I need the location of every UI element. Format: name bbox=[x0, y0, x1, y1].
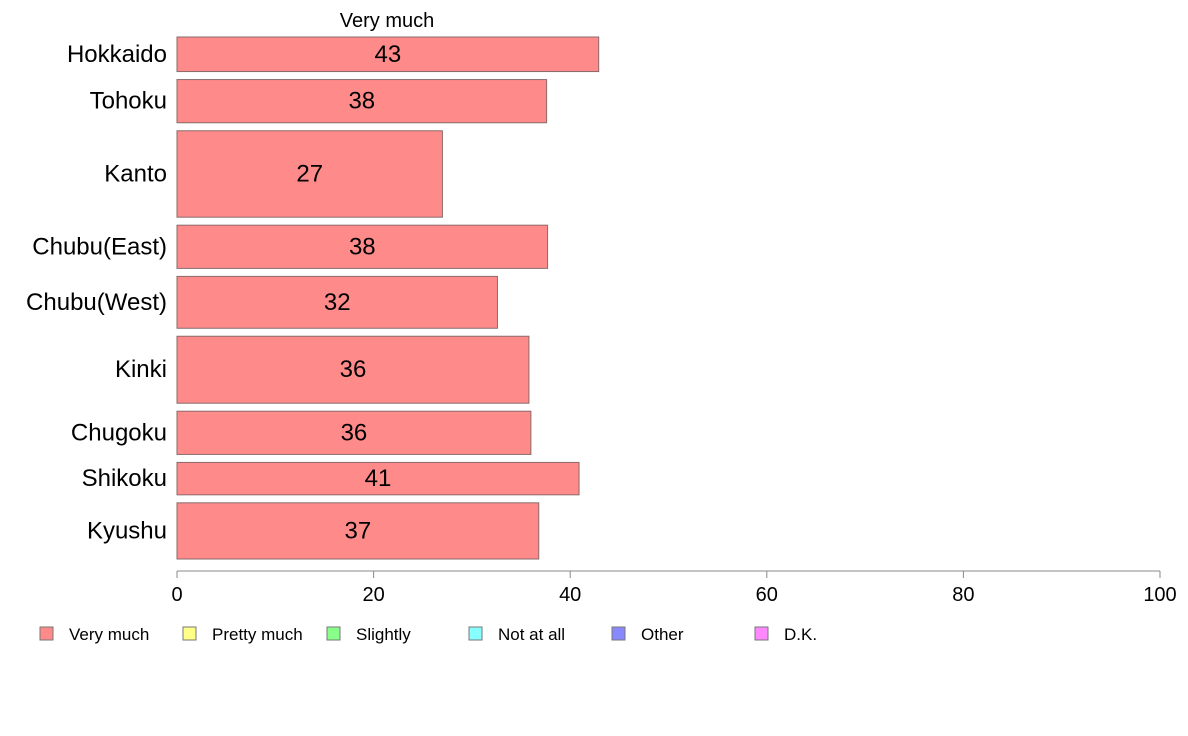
category-label: Chugoku bbox=[71, 419, 167, 446]
legend-label: Slightly bbox=[356, 625, 411, 644]
bar-kanto-very-much bbox=[176, 130, 443, 218]
x-tick-label: 40 bbox=[559, 584, 581, 606]
legend-label: Not at all bbox=[498, 625, 565, 644]
category-label: Chubu(West) bbox=[26, 289, 167, 316]
value-label: 32 bbox=[324, 289, 351, 316]
category-label: Kinki bbox=[115, 356, 167, 383]
x-tick-label: 80 bbox=[952, 584, 974, 606]
x-tick-label: 100 bbox=[1143, 584, 1176, 606]
bar-tohoku-very-much bbox=[176, 79, 548, 124]
legend-label: Other bbox=[641, 625, 684, 644]
bar-chubu-west-very-much bbox=[176, 275, 498, 329]
bar-chugoku-very-much bbox=[176, 410, 532, 455]
value-label: 27 bbox=[296, 160, 323, 187]
value-label: 43 bbox=[375, 41, 402, 68]
value-label: 38 bbox=[348, 88, 375, 115]
legend-swatch bbox=[611, 626, 626, 641]
x-tick-label: 0 bbox=[171, 584, 182, 606]
column-label: Very much bbox=[340, 10, 434, 32]
bar-chubu-east-very-much bbox=[176, 224, 549, 269]
bar-kinki-very-much bbox=[176, 335, 530, 404]
category-label: Shikoku bbox=[82, 465, 167, 492]
category-label: Chubu(East) bbox=[32, 233, 167, 260]
bar-shikoku-very-much bbox=[176, 461, 580, 496]
bar-hokkaido-very-much bbox=[176, 36, 600, 73]
category-label: Kyushu bbox=[87, 517, 167, 544]
value-label: 37 bbox=[345, 517, 372, 544]
legend: Very much Pretty much Slightly Not at all Ot… bbox=[39, 625, 817, 644]
legend-label: Very much bbox=[69, 625, 149, 644]
category-label: Hokkaido bbox=[67, 41, 167, 68]
value-label: 38 bbox=[349, 233, 376, 260]
category-labels: Hokkaido Tohoku Kanto Chubu(East) Chubu(West… bbox=[26, 41, 167, 545]
x-axis: 0 20 40 60 80 100 bbox=[171, 570, 1177, 606]
legend-swatch bbox=[182, 626, 197, 641]
legend-swatch bbox=[468, 626, 483, 641]
legend-swatch bbox=[39, 626, 54, 641]
value-label: 36 bbox=[341, 419, 368, 446]
value-label: 36 bbox=[340, 356, 367, 383]
legend-swatch bbox=[326, 626, 341, 641]
bars-group bbox=[176, 36, 600, 560]
legend-swatch bbox=[754, 626, 769, 641]
legend-label: Pretty much bbox=[212, 625, 303, 644]
category-label: Tohoku bbox=[90, 88, 167, 115]
legend-label: D.K. bbox=[784, 625, 817, 644]
x-tick-label: 20 bbox=[362, 584, 384, 606]
value-label: 41 bbox=[365, 465, 392, 492]
bar-kyushu-very-much bbox=[176, 502, 540, 560]
x-tick-label: 60 bbox=[756, 584, 778, 606]
category-label: Kanto bbox=[104, 160, 167, 187]
